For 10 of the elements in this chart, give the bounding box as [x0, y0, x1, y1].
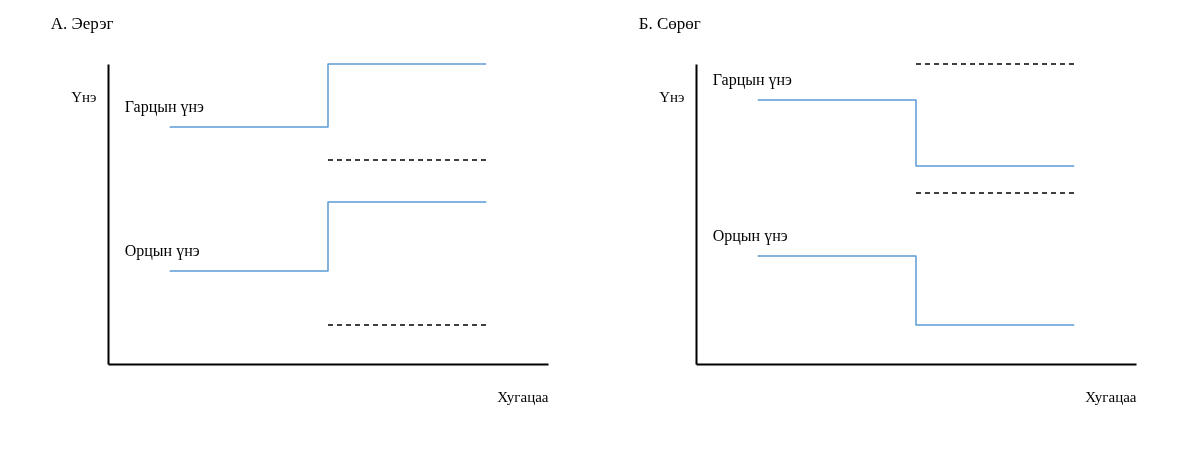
- series-label: Гарцын үнэ: [124, 98, 205, 116]
- y-axis-title: Үнэ: [659, 88, 685, 105]
- y-axis-title: Үнэ: [71, 88, 97, 105]
- chart-title: Б. Сөрөг: [638, 14, 701, 34]
- series-label: Орцын үнэ: [124, 242, 200, 260]
- x-axis-title: Хугацаа: [497, 388, 549, 405]
- series-label: Гарцын үнэ: [712, 71, 793, 89]
- x-axis-title: Хугацаа: [1085, 388, 1137, 405]
- series-label: Орцын үнэ: [712, 227, 788, 245]
- chart-title: А. Эерэг: [50, 14, 114, 34]
